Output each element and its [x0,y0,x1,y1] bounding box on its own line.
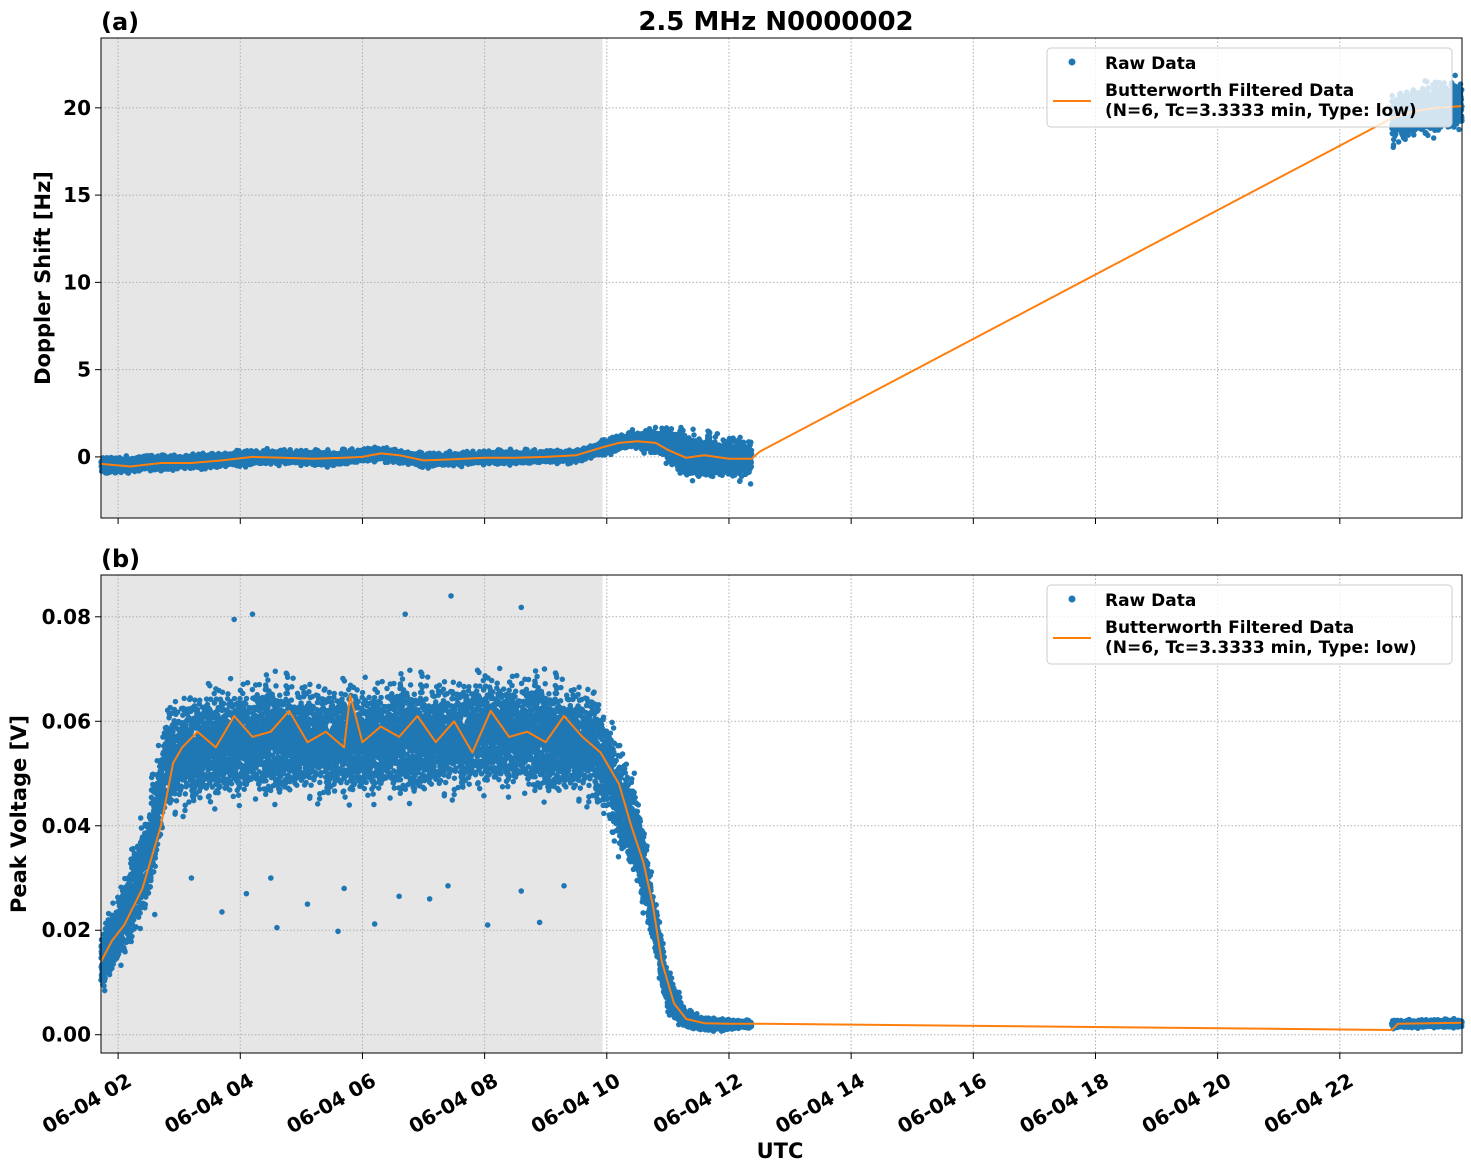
y-tick-label: 0.08 [42,605,91,629]
raw-data-outlier [426,896,433,902]
raw-data-outlier [561,883,567,889]
raw-data-outlier [231,616,237,623]
x-tick-label: 06-04 12 [649,1068,747,1138]
raw-data-outlier [188,875,195,881]
panel-a-ylabel: Doppler Shift [Hz] [31,171,55,385]
legend-label-filtered-line2: (N=6, Tc=3.3333 min, Type: low) [1105,638,1417,658]
y-tick-label: 10 [63,270,91,294]
raw-data-outlier [448,593,454,599]
raw-data-outlier [518,888,525,894]
legend-label-filtered-line1: Butterworth Filtered Data [1105,618,1354,638]
filtered-data-line [100,105,1463,468]
x-tick-label: 06-04 14 [771,1068,869,1138]
raw-data-outlier [445,883,451,889]
raw-data-outlier [268,875,274,881]
panel-b-shaded-region [101,575,603,1053]
legend-label-raw: Raw Data [1105,591,1196,611]
panel-b-filtered-line [100,694,1463,1031]
panel-a-frame [100,37,1463,519]
raw-data-outlier [335,928,341,935]
x-tick-label: 06-04 20 [1138,1068,1236,1138]
y-tick-label: 0.00 [42,1023,91,1047]
raw-data-outlier [219,909,225,915]
legend-label-filtered-line2: (N=6, Tc=3.3333 min, Type: low) [1105,101,1417,121]
y-tick-label: 0.06 [42,709,91,733]
raw-data-outlier [151,911,158,918]
filtered-data-line [100,694,1463,1031]
panel-b: (b) 0.00 0.02 0.04 0.06 0.08 06-04 02 06-04 04… [7,545,1465,1138]
panel-a-legend: Raw Data Butterworth Filtered Data (N=6, … [1046,47,1453,128]
x-tick-label: 06-04 08 [405,1068,503,1138]
legend-marker-raw [1068,595,1076,603]
x-tick-label: 06-04 02 [38,1068,136,1138]
panel-b-frame [100,574,1463,1054]
panel-b-legend: Raw Data Butterworth Filtered Data (N=6, … [1046,584,1453,665]
legend-label-filtered: Butterworth Filtered Data (N=6, Tc=3.3333… [1105,81,1417,121]
raw-data-outlier [396,893,402,900]
y-tick-label: 0.02 [42,918,91,942]
legend-marker-raw [1068,58,1076,66]
x-tick-label: 06-04 22 [1260,1068,1358,1138]
y-tick-label: 15 [63,183,91,207]
y-tick-label: 0 [77,445,91,469]
y-tick-label: 20 [63,96,91,120]
panel-a: (a) 0 5 10 15 20 Doppler Shift [Hz] Raw Data… [31,8,1465,524]
panel-label-a: (a) [101,8,139,36]
x-tick-label: 06-04 06 [282,1068,380,1138]
x-axis-label: UTC [757,1139,804,1163]
raw-data-outlier [484,922,491,928]
panel-a-filtered-line [100,105,1463,468]
shaded-interval [101,38,603,518]
y-tick-label: 5 [77,358,91,382]
raw-data-outlier [341,885,347,892]
raw-data-outlier [274,924,280,931]
x-tick-label: 06-04 04 [160,1068,258,1138]
y-tick-label: 0.04 [42,814,91,838]
raw-data-outlier [304,901,311,907]
panel-a-axis-ticks: 0 5 10 15 20 [63,96,1341,524]
legend-box [1046,47,1453,128]
legend-label-filtered-line1: Butterworth Filtered Data [1105,81,1354,101]
raw-data-outlier [402,611,409,617]
shaded-interval [101,575,603,1053]
figure-title: 2.5 MHz N0000002 [638,7,913,37]
legend-label-raw: Raw Data [1105,54,1196,74]
panel-label-b: (b) [101,545,140,573]
raw-data-outlier [249,611,256,617]
legend-label-filtered: Butterworth Filtered Data (N=6, Tc=3.3333… [1105,618,1417,658]
legend-box [1046,584,1453,665]
raw-data-outlier [536,919,543,926]
panel-b-ylabel: Peak Voltage [V] [7,715,31,913]
x-tick-label: 06-04 18 [1015,1068,1113,1138]
raw-data-outlier [371,921,378,927]
x-tick-label: 06-04 16 [893,1068,991,1138]
x-tick-label: 06-04 10 [527,1068,625,1138]
raw-data-outlier [518,604,525,611]
panel-a-shaded-region [101,38,603,518]
raw-data-outlier [243,890,250,897]
